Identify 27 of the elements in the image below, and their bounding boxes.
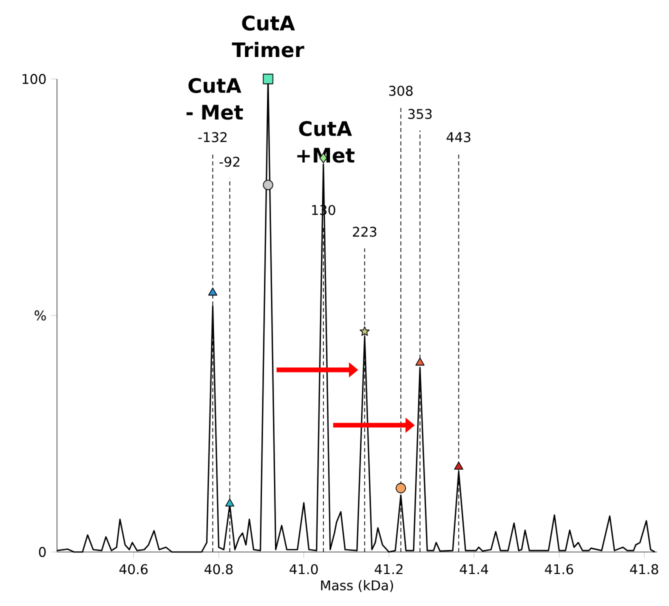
point (415, 358, 425, 366)
annotation: 443 (446, 132, 470, 142)
point (360, 326, 370, 336)
point (225, 498, 234, 507)
annotation: -132 (198, 132, 227, 142)
x-tick-label: 41.4 (460, 564, 488, 574)
x-tick-label: 40.8 (204, 564, 233, 574)
y-tick-label: 0 (38, 546, 46, 558)
point (262, 74, 274, 84)
point (396, 482, 406, 494)
text: CutA Trimer (232, 16, 304, 58)
point (208, 288, 218, 296)
point (454, 462, 464, 470)
x-tick-label: 41.2 (374, 564, 402, 574)
x-axis-title: Mass (kDa) (321, 580, 394, 592)
y-tick-label: 100 (22, 74, 46, 84)
annotation: 353 (408, 108, 432, 120)
y-tick-label: % (34, 310, 46, 321)
x-tick-label: 40.6 (119, 564, 148, 574)
x-tick-label: 41.8 (630, 564, 658, 574)
annotation: CutA - Met (186, 78, 243, 120)
annotation: -92 (220, 156, 240, 167)
x-tick-label: 41.0 (290, 564, 318, 574)
point (262, 180, 274, 190)
annotation: 308 (389, 86, 413, 96)
annotation: 223 (352, 226, 376, 237)
x-tick-label: 41.6 (544, 564, 574, 574)
